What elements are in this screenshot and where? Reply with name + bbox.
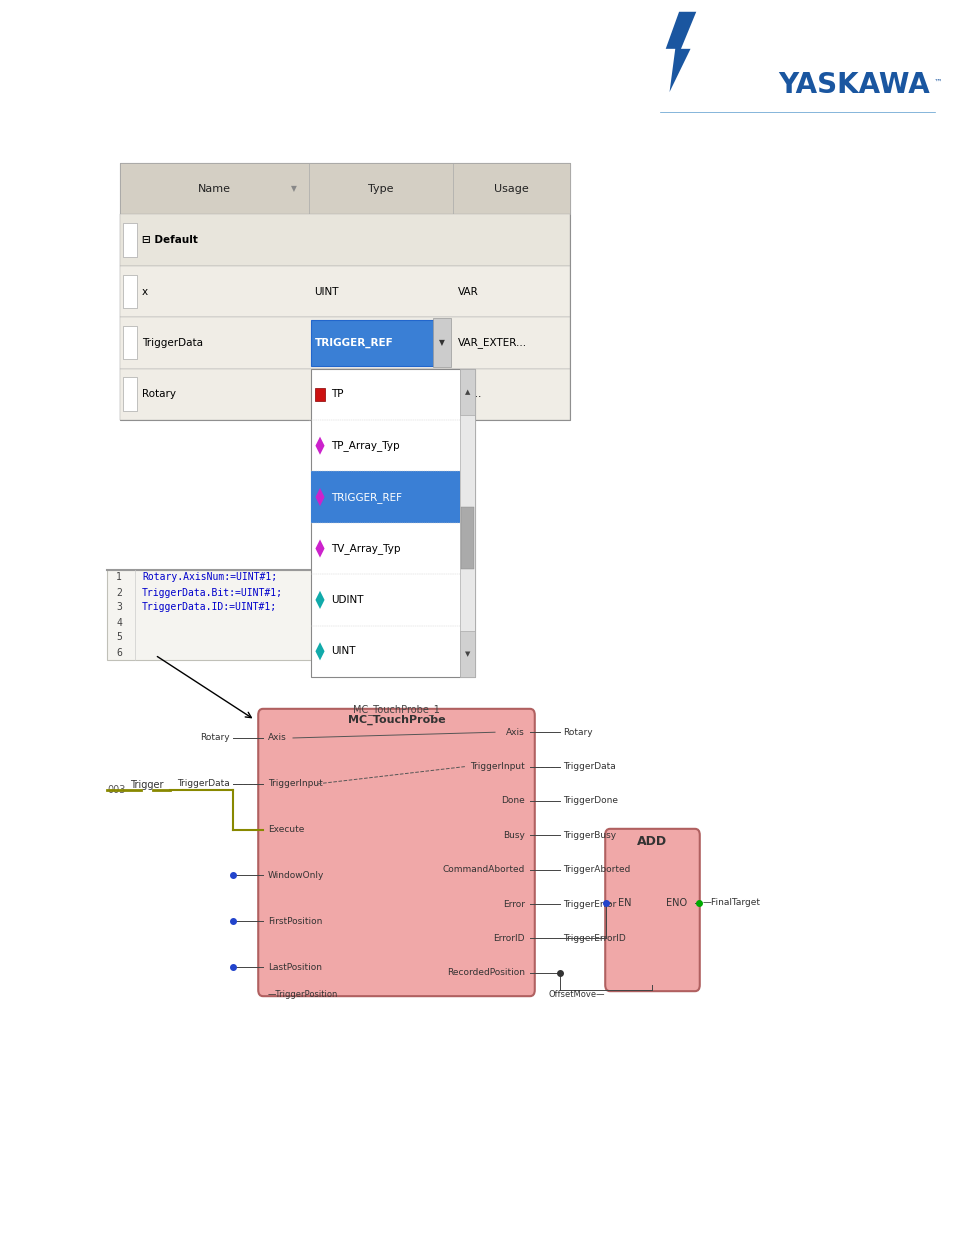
Text: TRIGGER_REF: TRIGGER_REF bbox=[331, 492, 401, 503]
Text: Rotary: Rotary bbox=[562, 727, 592, 737]
Text: ™: ™ bbox=[933, 78, 941, 86]
Text: VAR_EXTER...: VAR_EXTER... bbox=[457, 337, 527, 348]
FancyBboxPatch shape bbox=[459, 368, 475, 415]
Text: UINT: UINT bbox=[331, 646, 355, 656]
FancyBboxPatch shape bbox=[120, 215, 569, 266]
Text: 6: 6 bbox=[116, 647, 122, 657]
Text: TriggerError: TriggerError bbox=[562, 899, 616, 909]
Text: TriggerInput: TriggerInput bbox=[268, 779, 322, 788]
Text: TriggerAborted: TriggerAborted bbox=[562, 866, 630, 874]
Text: 2: 2 bbox=[116, 588, 122, 598]
Text: 003: 003 bbox=[107, 785, 125, 795]
FancyBboxPatch shape bbox=[120, 368, 569, 420]
FancyBboxPatch shape bbox=[258, 709, 535, 997]
Text: RecordedPosition: RecordedPosition bbox=[447, 968, 524, 977]
FancyBboxPatch shape bbox=[311, 472, 459, 522]
Text: Rotary: Rotary bbox=[142, 389, 175, 399]
Text: TP_Array_Typ: TP_Array_Typ bbox=[331, 440, 399, 451]
Text: 4: 4 bbox=[116, 618, 122, 627]
Text: EN: EN bbox=[618, 898, 631, 908]
Polygon shape bbox=[315, 590, 324, 609]
Text: TriggerErrorID: TriggerErrorID bbox=[562, 934, 625, 944]
Text: TriggerBusy: TriggerBusy bbox=[562, 831, 616, 840]
Bar bbox=[314, 388, 325, 401]
Text: TriggerData: TriggerData bbox=[562, 762, 615, 771]
Text: ▼: ▼ bbox=[438, 338, 444, 347]
Text: ErrorID: ErrorID bbox=[493, 934, 524, 944]
Text: WindowOnly: WindowOnly bbox=[268, 871, 324, 879]
Polygon shape bbox=[315, 488, 324, 506]
Text: 3: 3 bbox=[116, 603, 122, 613]
FancyBboxPatch shape bbox=[433, 319, 451, 367]
Text: Trigger: Trigger bbox=[131, 781, 164, 790]
Text: CommandAborted: CommandAborted bbox=[442, 866, 524, 874]
Text: MC_TouchProbe_1: MC_TouchProbe_1 bbox=[353, 704, 439, 715]
FancyBboxPatch shape bbox=[107, 571, 390, 659]
Text: TriggerInput: TriggerInput bbox=[470, 762, 524, 771]
FancyBboxPatch shape bbox=[123, 378, 137, 411]
Text: Axis: Axis bbox=[268, 734, 287, 742]
Text: Name: Name bbox=[198, 184, 231, 194]
Text: TV_Array_Typ: TV_Array_Typ bbox=[331, 543, 400, 555]
FancyBboxPatch shape bbox=[460, 506, 474, 569]
Text: OffsetMove—: OffsetMove— bbox=[548, 990, 604, 999]
FancyBboxPatch shape bbox=[120, 163, 569, 420]
Text: ER...: ER... bbox=[457, 389, 481, 399]
Text: ▲: ▲ bbox=[464, 389, 470, 395]
Text: TriggerDone: TriggerDone bbox=[562, 797, 618, 805]
Text: ⊟ Default: ⊟ Default bbox=[142, 235, 197, 245]
FancyBboxPatch shape bbox=[459, 368, 475, 677]
Text: UDINT: UDINT bbox=[331, 595, 363, 605]
Polygon shape bbox=[315, 642, 324, 661]
Text: Rotary.AxisNum:=UINT#1;: Rotary.AxisNum:=UINT#1; bbox=[142, 573, 276, 583]
Text: 5: 5 bbox=[116, 632, 122, 642]
Text: ENO: ENO bbox=[665, 898, 686, 908]
Text: TRIGGER_REF: TRIGGER_REF bbox=[314, 337, 394, 348]
Text: Type: Type bbox=[368, 184, 394, 194]
Text: MC_TouchProbe: MC_TouchProbe bbox=[347, 715, 445, 725]
Text: 1: 1 bbox=[116, 573, 122, 583]
Text: TP: TP bbox=[331, 389, 343, 399]
FancyBboxPatch shape bbox=[120, 317, 569, 368]
Text: —TriggerPosition: —TriggerPosition bbox=[268, 990, 338, 999]
Text: ▼: ▼ bbox=[464, 651, 470, 657]
Text: TriggerData.Bit:=UINT#1;: TriggerData.Bit:=UINT#1; bbox=[142, 588, 283, 598]
FancyBboxPatch shape bbox=[311, 320, 435, 366]
Text: Busy: Busy bbox=[502, 831, 524, 840]
FancyBboxPatch shape bbox=[123, 274, 137, 308]
Text: FirstPosition: FirstPosition bbox=[268, 916, 322, 926]
Text: x: x bbox=[142, 287, 148, 296]
FancyBboxPatch shape bbox=[123, 326, 137, 359]
FancyBboxPatch shape bbox=[123, 224, 137, 257]
Text: TriggerData: TriggerData bbox=[142, 338, 203, 348]
Polygon shape bbox=[665, 12, 696, 93]
Text: Execute: Execute bbox=[268, 825, 304, 834]
Text: YASKAWA: YASKAWA bbox=[778, 70, 929, 99]
Text: ▼: ▼ bbox=[291, 184, 296, 193]
Polygon shape bbox=[315, 540, 324, 557]
Text: TriggerData: TriggerData bbox=[177, 779, 230, 788]
Text: UINT: UINT bbox=[314, 287, 338, 296]
Text: ADD: ADD bbox=[637, 835, 667, 848]
Polygon shape bbox=[315, 437, 324, 454]
Text: VAR: VAR bbox=[457, 287, 478, 296]
Text: —FinalTarget: —FinalTarget bbox=[702, 898, 760, 906]
FancyBboxPatch shape bbox=[120, 266, 569, 317]
Text: Usage: Usage bbox=[494, 184, 528, 194]
Text: Axis: Axis bbox=[506, 727, 524, 737]
Text: Rotary: Rotary bbox=[200, 734, 230, 742]
FancyBboxPatch shape bbox=[120, 163, 569, 215]
Text: Error: Error bbox=[502, 899, 524, 909]
Text: LastPosition: LastPosition bbox=[268, 962, 322, 972]
Text: Done: Done bbox=[500, 797, 524, 805]
FancyBboxPatch shape bbox=[459, 631, 475, 677]
FancyBboxPatch shape bbox=[604, 829, 700, 992]
Text: TriggerData.ID:=UINT#1;: TriggerData.ID:=UINT#1; bbox=[142, 603, 276, 613]
FancyBboxPatch shape bbox=[311, 368, 475, 677]
